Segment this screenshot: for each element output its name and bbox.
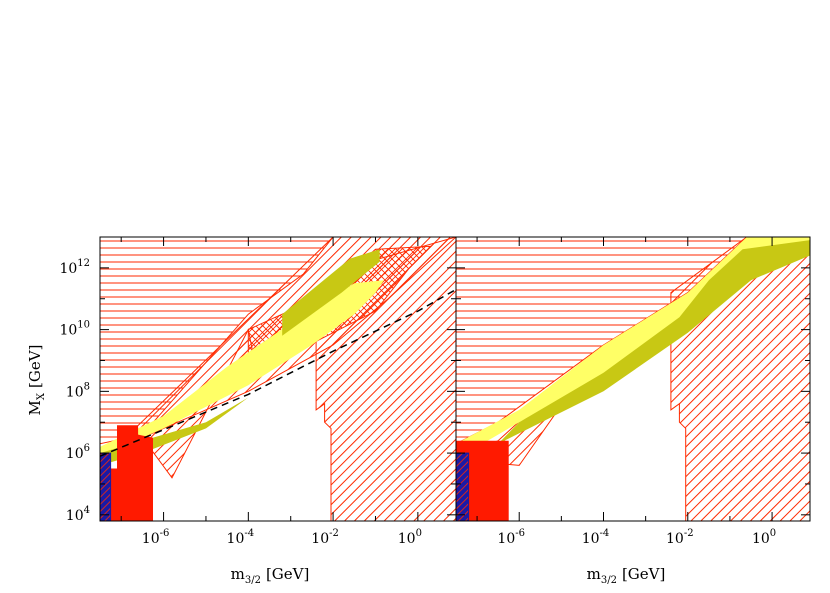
x-tick-label: 100 bbox=[398, 528, 422, 547]
x-tick-label: 10-2 bbox=[666, 528, 694, 547]
yellow-allowed-band bbox=[100, 280, 384, 457]
x-tick-label: 10-2 bbox=[311, 528, 339, 547]
x-label-unit: [GeV] bbox=[622, 565, 665, 583]
x-tick-label: 10-4 bbox=[582, 528, 610, 547]
y-label-unit: [GeV] bbox=[26, 345, 44, 388]
x-label-unit: [GeV] bbox=[266, 565, 309, 583]
red-excluded-region bbox=[456, 440, 509, 521]
y-tick-label: 106 bbox=[66, 443, 90, 462]
y-tick-label: 108 bbox=[66, 381, 90, 400]
x-label-sub: 3/2 bbox=[601, 575, 617, 586]
svg-text:MX[GeV]: MX [GeV] bbox=[26, 345, 47, 416]
svg-text:m3/2[GeV]: m3/2 [GeV] bbox=[231, 565, 310, 586]
y-tick-label: 1010 bbox=[59, 320, 90, 339]
x-label-main: m bbox=[231, 565, 245, 583]
x-label-sub: 3/2 bbox=[245, 575, 261, 586]
y-label-sub: X bbox=[36, 392, 47, 400]
olive-upper-patch bbox=[282, 249, 380, 336]
dashed-boundary bbox=[100, 288, 456, 457]
x-label-main: m bbox=[587, 565, 601, 583]
x-tick-label: 10-6 bbox=[142, 528, 170, 547]
right-panel: 10-6 10-4 10-2 100 bbox=[455, 236, 811, 547]
blue-hatched-region bbox=[100, 452, 112, 521]
x-tick-label: 100 bbox=[752, 528, 776, 547]
x-axis-label-right: m3/2 [GeV] bbox=[587, 565, 666, 586]
y-tick-label: 104 bbox=[66, 505, 90, 524]
y-axis-label: MX [GeV] bbox=[26, 345, 47, 416]
y-label-main: M bbox=[26, 400, 44, 415]
plot-area bbox=[100, 237, 456, 521]
svg-text:m3/2[GeV]: m3/2 [GeV] bbox=[587, 565, 666, 586]
x-tick-label: 10-4 bbox=[227, 528, 255, 547]
horizontal-hatch-excluded bbox=[100, 237, 334, 445]
olive-allowed-band bbox=[498, 240, 810, 444]
left-panel: 10-6 10-4 10-2 100 104 106 108 1010 1012 bbox=[59, 236, 457, 547]
y-tick-label: 1012 bbox=[59, 258, 90, 277]
x-axis-label-left: m3/2 [GeV] bbox=[231, 565, 310, 586]
plot-area bbox=[456, 237, 810, 521]
plot-frame bbox=[455, 236, 811, 522]
yellow-allowed-band bbox=[456, 237, 810, 460]
blue-hatched-region bbox=[456, 452, 470, 521]
red-excluded-region bbox=[100, 425, 153, 521]
x-tick-label: 10-6 bbox=[497, 528, 525, 547]
